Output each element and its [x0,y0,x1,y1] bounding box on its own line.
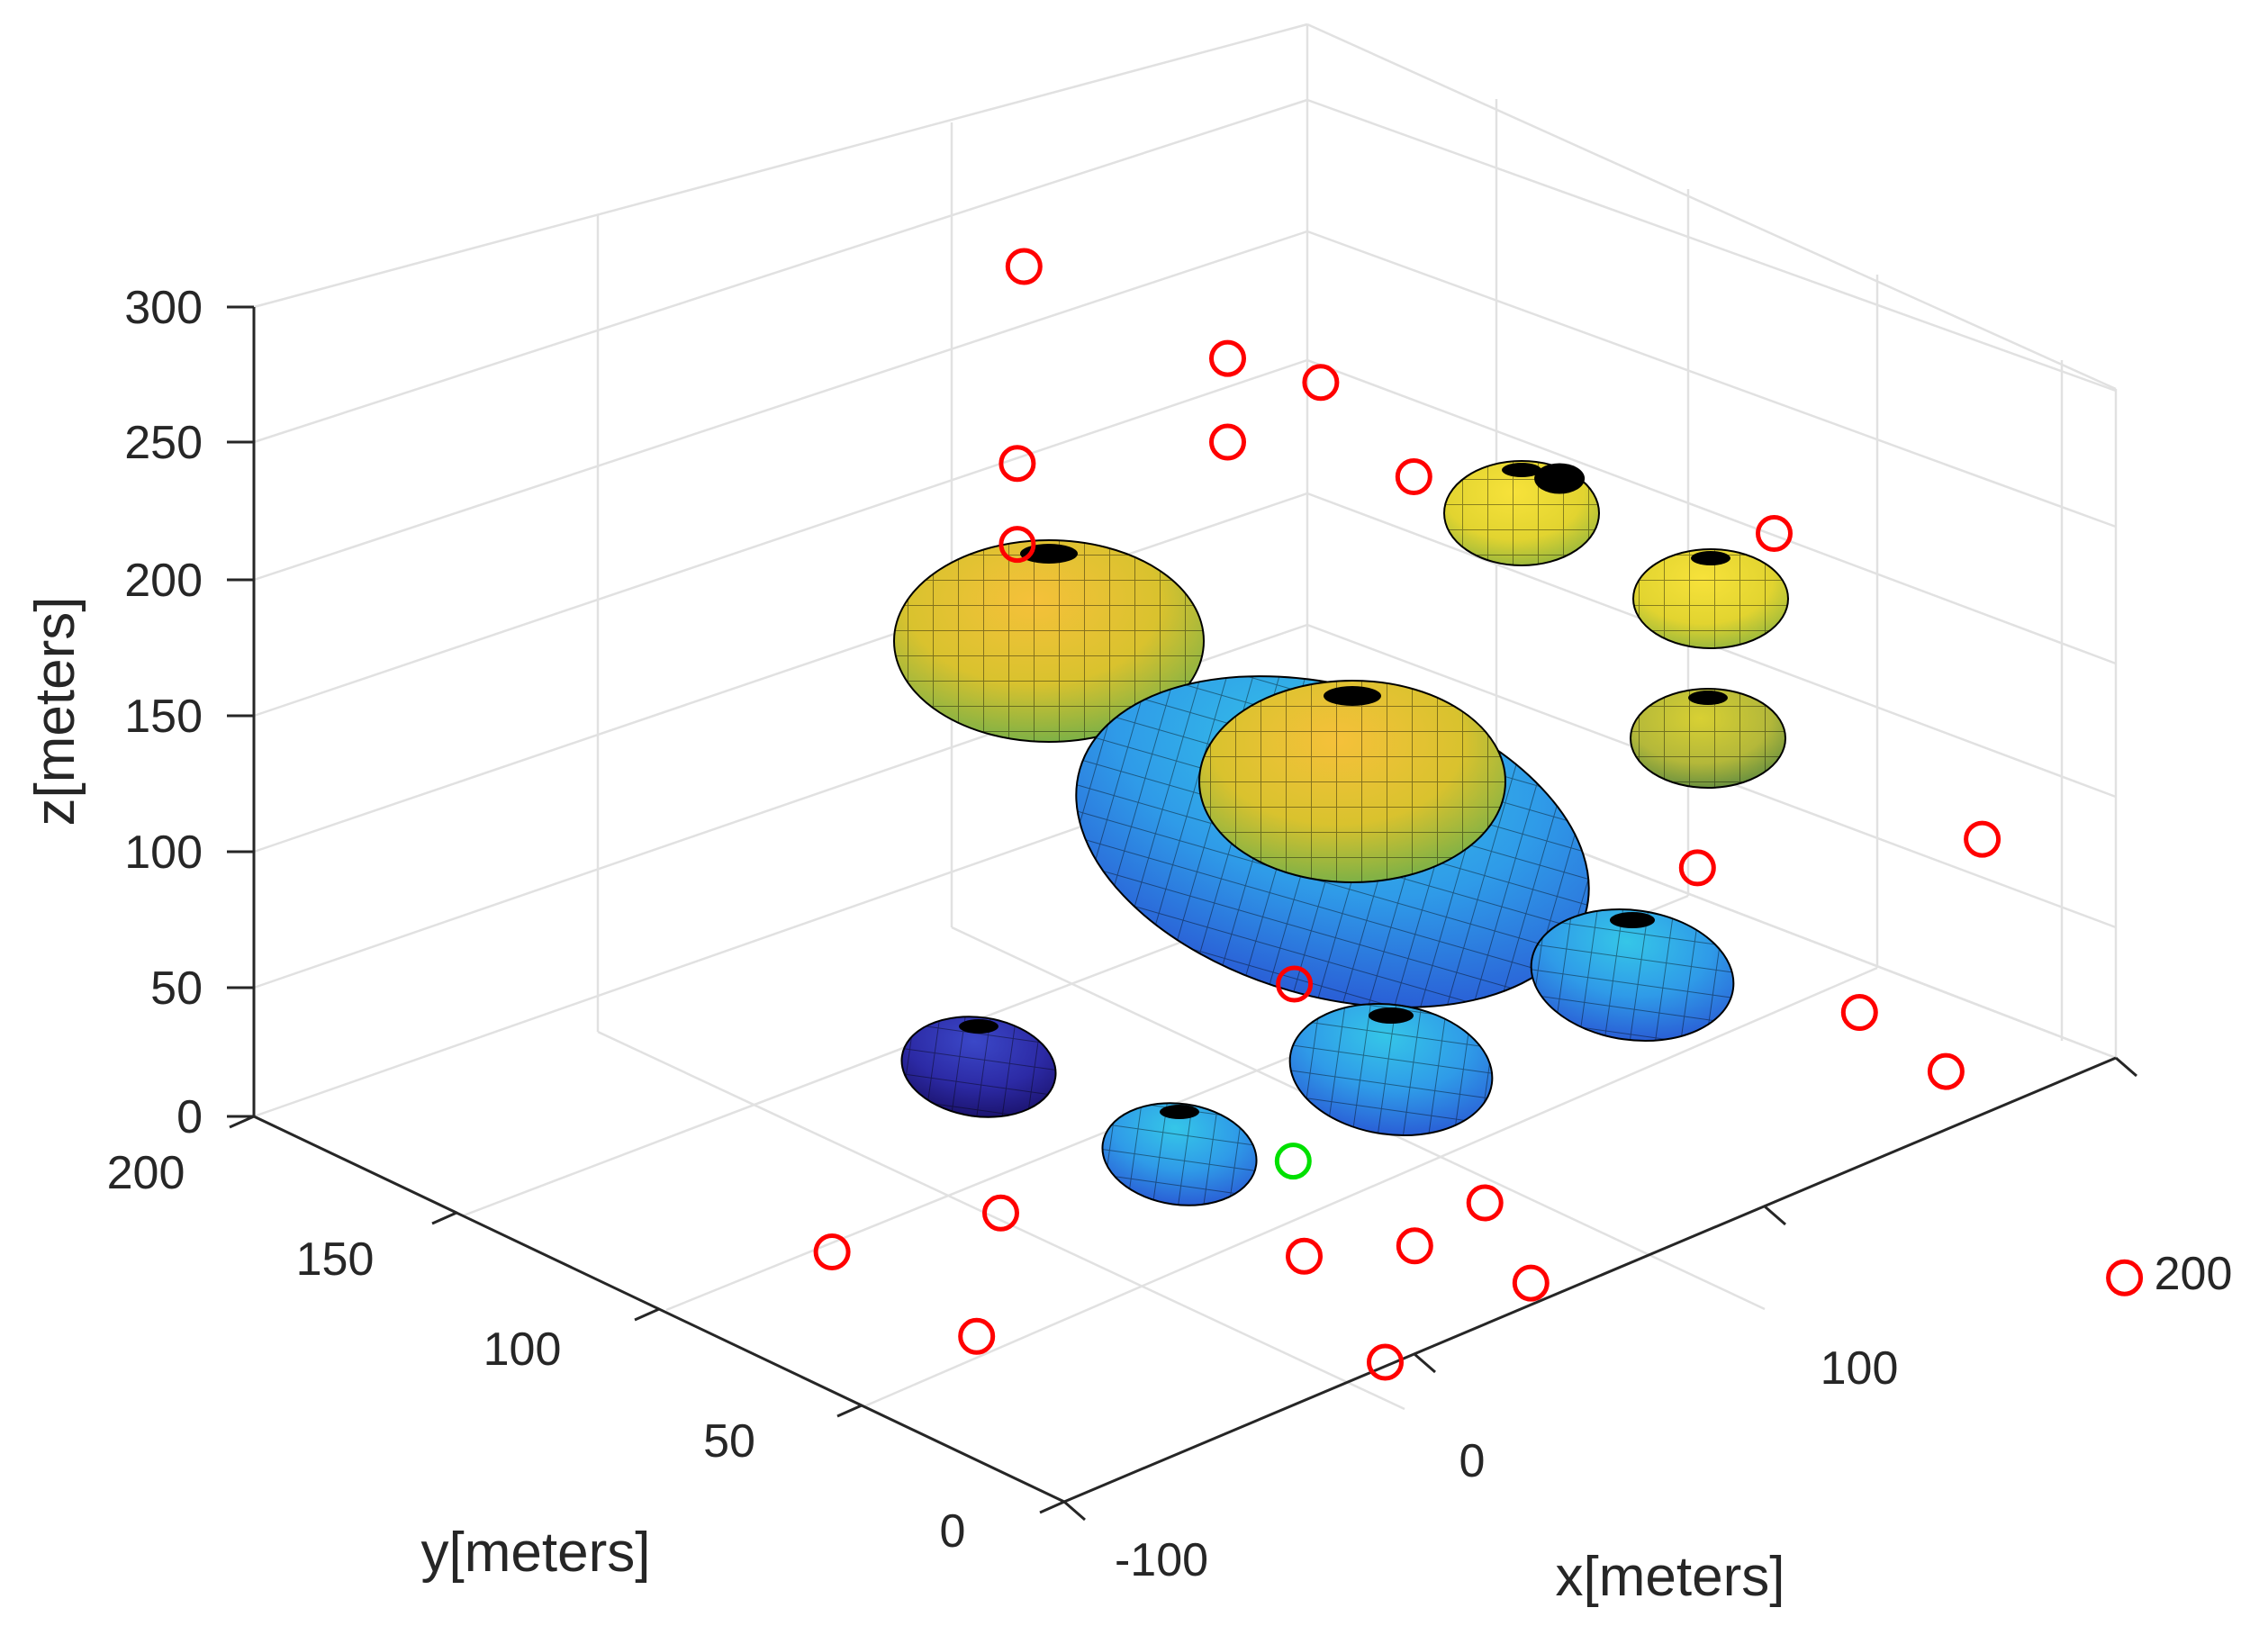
red-circle-marker [2106,1259,2144,1296]
ellipsoid-center-top [1198,680,1506,883]
z-tick-label: 100 [124,827,203,879]
y-tick-label: 150 [296,1233,375,1286]
z-tick-label: 300 [124,282,203,334]
red-circle-marker [1302,364,1340,402]
ellipsoids [893,460,1789,1206]
x-axis-label: x[meters] [1556,1546,1785,1608]
red-circle-marker [982,1194,1019,1232]
markers [813,248,2144,1381]
y-tick-label: 0 [940,1505,966,1558]
y-ticks: 0 50 100 150 200 [107,1115,1065,1558]
y-tick-label: 50 [703,1415,755,1468]
red-circle-marker [1209,339,1246,377]
x-ticks: -100 0 100 200 [1063,1056,2233,1586]
x-tick-label: 100 [1821,1342,1899,1395]
red-circle-marker [1005,248,1043,285]
z-tick-label: 200 [124,555,203,607]
y-axis-label: y[meters] [421,1522,651,1584]
x-tick-label: 200 [2155,1248,2233,1300]
red-circle-marker [1678,849,1716,887]
black-marker [1534,463,1586,494]
green-circle-marker [1274,1143,1312,1180]
red-circle-marker [1756,515,1793,552]
y-tick-label: 100 [483,1323,562,1376]
z-ticks: 0 50 100 150 200 250 300 [124,282,254,1143]
red-circle-marker [1209,423,1246,461]
red-circle-marker [1396,1227,1433,1265]
red-circle-marker [1512,1264,1550,1302]
z-axis-label: z[meters] [24,597,86,827]
red-circle-marker [1840,994,1878,1031]
x-tick-label: -100 [1115,1534,1208,1586]
x-axis-line [1063,1056,2117,1504]
x-tick-label: 0 [1459,1435,1486,1487]
red-circle-marker [998,445,1036,483]
red-circle-marker [1466,1184,1504,1222]
ellipsoid-front-center [1288,1002,1494,1137]
z-tick-label: 150 [124,691,203,743]
z-tick-label: 0 [176,1091,203,1143]
z-tick-label: 250 [124,417,203,469]
red-circle-marker [813,1233,851,1270]
z-tick-label: 50 [150,962,203,1015]
red-circle-marker [1964,820,2001,858]
red-circle-marker [1276,965,1314,1003]
ellipsoid-front-left [1101,1102,1258,1206]
red-circle-marker [1395,458,1432,495]
ellipsoid-left-dark [900,1016,1057,1118]
ellipsoid-right-1 [1632,548,1789,649]
ellipsoid-right-2 [1630,688,1786,789]
ellipsoid-right-low [1530,908,1735,1043]
red-circle-marker [1927,1052,1965,1090]
red-circle-marker [958,1317,996,1355]
red-circle-marker [1286,1237,1323,1275]
red-circle-marker [998,526,1036,564]
red-circle-marker [1367,1343,1404,1381]
ellipsoid-upper-left [893,539,1205,743]
y-tick-label: 200 [107,1147,185,1199]
